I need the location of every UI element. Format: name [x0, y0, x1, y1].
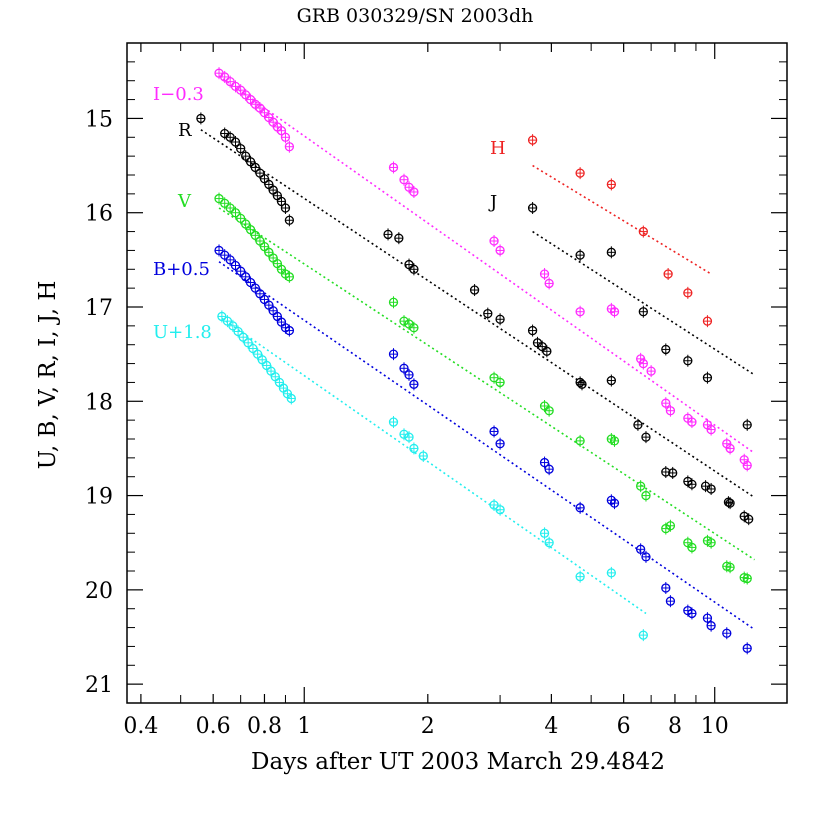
- x-tick-label: 1: [297, 714, 311, 739]
- y-tick-label: 21: [85, 673, 113, 698]
- plot-frame: [126, 42, 788, 704]
- fit-lines: [200, 75, 755, 631]
- fit-line: [221, 317, 647, 615]
- y-tick-label: 20: [85, 579, 113, 604]
- x-tick-label: 0.4: [123, 714, 158, 739]
- fit-line: [218, 75, 755, 454]
- y-tick-label: 18: [85, 390, 113, 415]
- band-label: B+0.5: [153, 259, 210, 280]
- chart-title: GRB 030329/SN 2003dh: [297, 5, 534, 27]
- band-labels: I−0.3 R V B+0.5 U+1.8 H J: [153, 84, 506, 343]
- y-axis-label: U, B, V, R, I, J, H: [35, 281, 61, 470]
- data-points: [196, 67, 754, 655]
- x-tick-label: 6: [617, 714, 631, 739]
- band-label: R: [178, 120, 192, 141]
- fit-line: [200, 129, 755, 499]
- y-tick-label: 17: [85, 296, 113, 321]
- fit-line: [532, 164, 712, 275]
- fit-line: [218, 261, 755, 631]
- x-tick-label: 8: [668, 714, 682, 739]
- y-tick-label: 15: [85, 107, 113, 132]
- band-label: H: [490, 138, 506, 159]
- x-axis-label: Days after UT 2003 March 29.4842: [251, 749, 665, 775]
- band-label: U+1.8: [153, 322, 212, 343]
- band-label: J: [488, 192, 497, 213]
- y-ticks: 15 16 17 18 19 20 21: [85, 42, 787, 704]
- y-tick-label: 19: [85, 485, 113, 510]
- x-tick-label: 2: [421, 714, 435, 739]
- x-tick-label: 0.8: [247, 714, 282, 739]
- fit-line: [532, 230, 755, 376]
- x-tick-label: 0.6: [196, 714, 231, 739]
- y-tick-label: 16: [85, 202, 113, 227]
- band-label: I−0.3: [153, 84, 204, 105]
- band-label: V: [177, 191, 192, 212]
- fit-line: [218, 207, 755, 561]
- x-tick-label: 10: [701, 714, 729, 739]
- x-tick-label: 4: [544, 714, 558, 739]
- x-ticks: 0.4 0.6 0.8 1 2 4 6 8 10: [123, 43, 729, 739]
